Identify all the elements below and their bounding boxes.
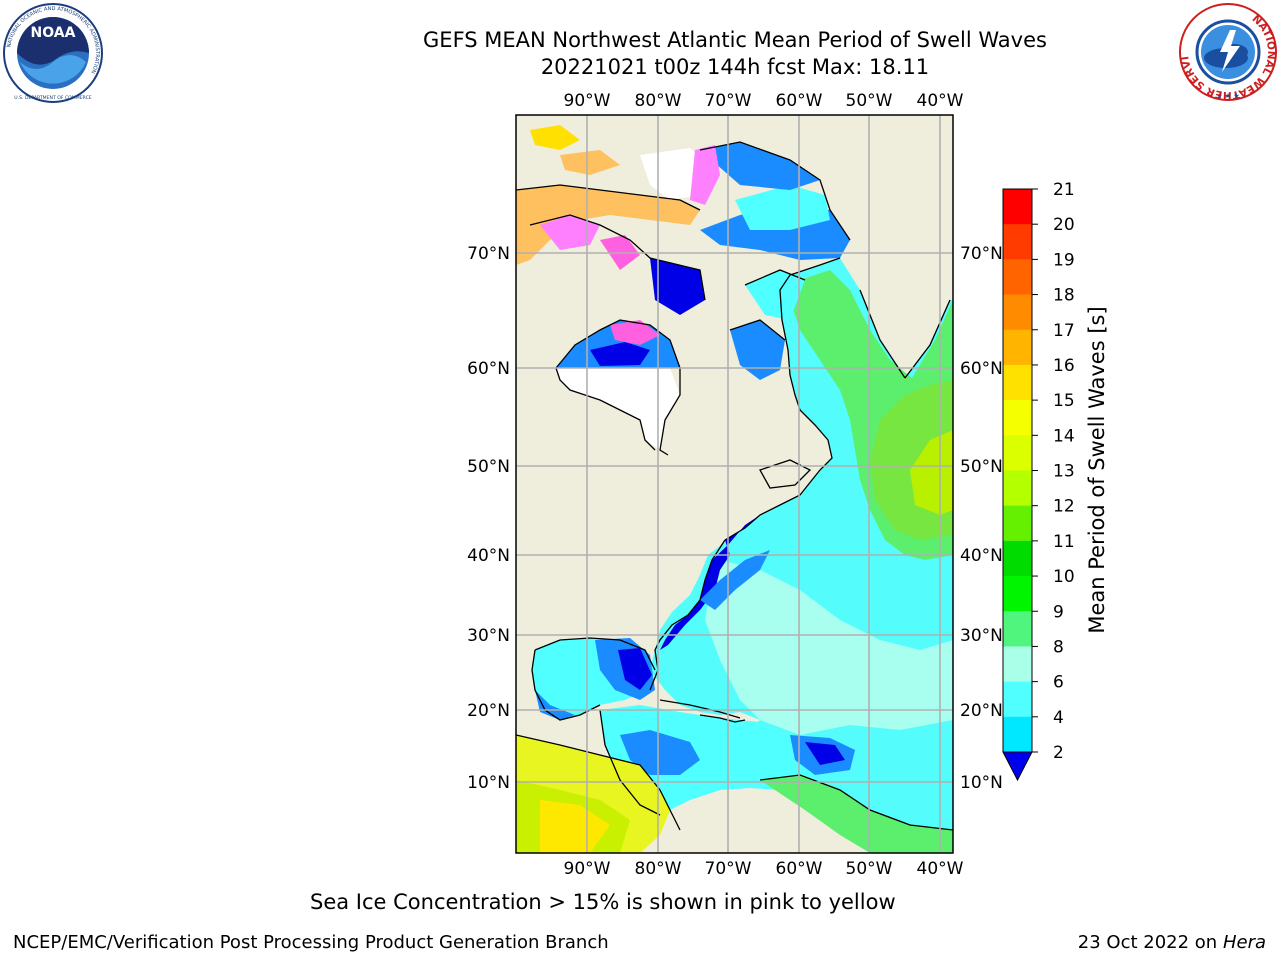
lat-label-right: 50°N [960, 457, 1003, 477]
lon-label-top: 50°W [846, 91, 893, 111]
lon-label-top: 90°W [564, 91, 611, 111]
colorbar-segment [1003, 505, 1032, 542]
colorbar-tick-label: 18 [1053, 286, 1075, 306]
lat-label-right: 20°N [960, 701, 1003, 721]
lat-label-left: 30°N [467, 626, 510, 646]
svg-text:★ ★ ★: ★ ★ ★ [1216, 92, 1239, 100]
colorbar-segment [1003, 435, 1032, 471]
colorbar-segment [1003, 576, 1032, 612]
lat-label-left: 50°N [467, 457, 510, 477]
colorbar-tick-label: 13 [1053, 462, 1075, 482]
lon-label-bottom: 90°W [564, 859, 611, 879]
colorbar-tick-label: 6 [1053, 673, 1064, 693]
colorbar-tick-label: 9 [1053, 602, 1064, 622]
colorbar-tick-label: 10 [1053, 567, 1075, 587]
lat-label-right: 70°N [960, 244, 1003, 264]
lon-label-top: 40°W [917, 91, 964, 111]
svg-text:NOAA: NOAA [31, 25, 76, 41]
lat-label-right: 40°N [960, 546, 1003, 566]
noaa-logo-icon: NOAA NATIONAL OCEANIC AND ATMOSPHERIC AD… [3, 3, 103, 103]
colorbar-tick-label: 8 [1053, 637, 1064, 657]
lat-label-left: 60°N [467, 359, 510, 379]
colorbar-segment [1003, 400, 1032, 436]
lon-label-bottom: 60°W [776, 859, 823, 879]
colorbar-tick-label: 20 [1053, 215, 1075, 235]
footer-host: Hera [1222, 932, 1266, 953]
lat-label-left: 20°N [467, 701, 510, 721]
colorbar-segment [1003, 294, 1032, 331]
colorbar-segment [1003, 224, 1032, 260]
lon-label-bottom: 80°W [635, 859, 682, 879]
footer-credit: NCEP/EMC/Verification Post Processing Pr… [13, 932, 609, 953]
swell-map [516, 115, 953, 853]
lon-label-bottom: 70°W [705, 859, 752, 879]
colorbar-tick-label: 4 [1053, 708, 1064, 728]
colorbar-segment [1003, 189, 1032, 225]
lon-label-top: 60°W [776, 91, 823, 111]
sea-ice [516, 185, 700, 265]
lat-label-right: 10°N [960, 773, 1003, 793]
lat-label-left: 70°N [467, 244, 510, 264]
lon-label-top: 70°W [705, 91, 752, 111]
lon-label-bottom: 40°W [917, 859, 964, 879]
lat-label-right: 60°N [960, 359, 1003, 379]
colorbar-segment [1003, 470, 1032, 507]
colorbar-under-arrow [1002, 751, 1033, 782]
colorbar-segment [1003, 329, 1032, 366]
lon-label-top: 80°W [635, 91, 682, 111]
map-title: GEFS MEAN Northwest Atlantic Mean Period… [423, 28, 1047, 52]
colorbar-tick-label: 17 [1053, 321, 1075, 341]
colorbar-segment [1003, 646, 1032, 683]
lon-label-bottom: 50°W [846, 859, 893, 879]
coastlines [516, 141, 953, 831]
colorbar-segment [1003, 540, 1032, 577]
colorbar-tick-label: 11 [1053, 532, 1075, 552]
graticule [516, 115, 953, 853]
colorbar-segment [1003, 716, 1032, 753]
sea-ice-note: Sea Ice Concentration > 15% is shown in … [310, 890, 896, 914]
map-frame [515, 114, 954, 854]
colorbar-tick-label: 19 [1053, 250, 1075, 270]
nws-logo-icon: NATIONAL WEATHER SERVICE ★ ★ ★ [1178, 2, 1277, 101]
colorbar-segment [1003, 259, 1032, 296]
colorbar-tick-label: 14 [1053, 426, 1075, 446]
colorbar-tick-label: 2 [1053, 743, 1064, 763]
colorbar-tick-label: 12 [1053, 497, 1075, 517]
map-subtitle: 20221021 t00z 144h fcst Max: 18.11 [540, 55, 930, 79]
colorbar-segment [1003, 364, 1032, 401]
lat-label-right: 30°N [960, 626, 1003, 646]
svg-text:U.S. DEPARTMENT OF COMMERCE: U.S. DEPARTMENT OF COMMERCE [14, 95, 91, 101]
colorbar-segment [1003, 611, 1032, 647]
colorbar [1002, 188, 1033, 782]
colorbar-segment [1003, 681, 1032, 718]
lat-label-left: 40°N [467, 546, 510, 566]
footer-date: 23 Oct 2022 on Hera [1077, 932, 1266, 953]
colorbar-tick-label: 21 [1053, 180, 1075, 200]
colorbar-tick-label: 16 [1053, 356, 1075, 376]
colorbar-label: Mean Period of Swell Waves [s] [1085, 306, 1109, 634]
lat-label-left: 10°N [467, 773, 510, 793]
colorbar-tick-label: 15 [1053, 391, 1075, 411]
